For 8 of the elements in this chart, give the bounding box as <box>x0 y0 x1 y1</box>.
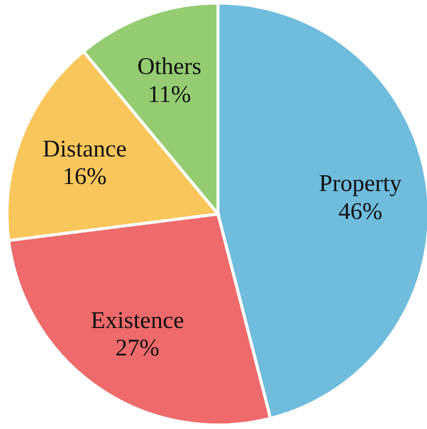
data-label: 11% <box>148 82 191 108</box>
slice-label: Others <box>137 54 202 80</box>
slice-label: Existence <box>90 308 184 334</box>
slice-label: Distance <box>42 136 127 162</box>
data-label: 46% <box>338 198 382 225</box>
data-label: 27% <box>115 335 160 362</box>
slice-label: Property <box>319 171 402 198</box>
data-label: 16% <box>62 164 107 190</box>
